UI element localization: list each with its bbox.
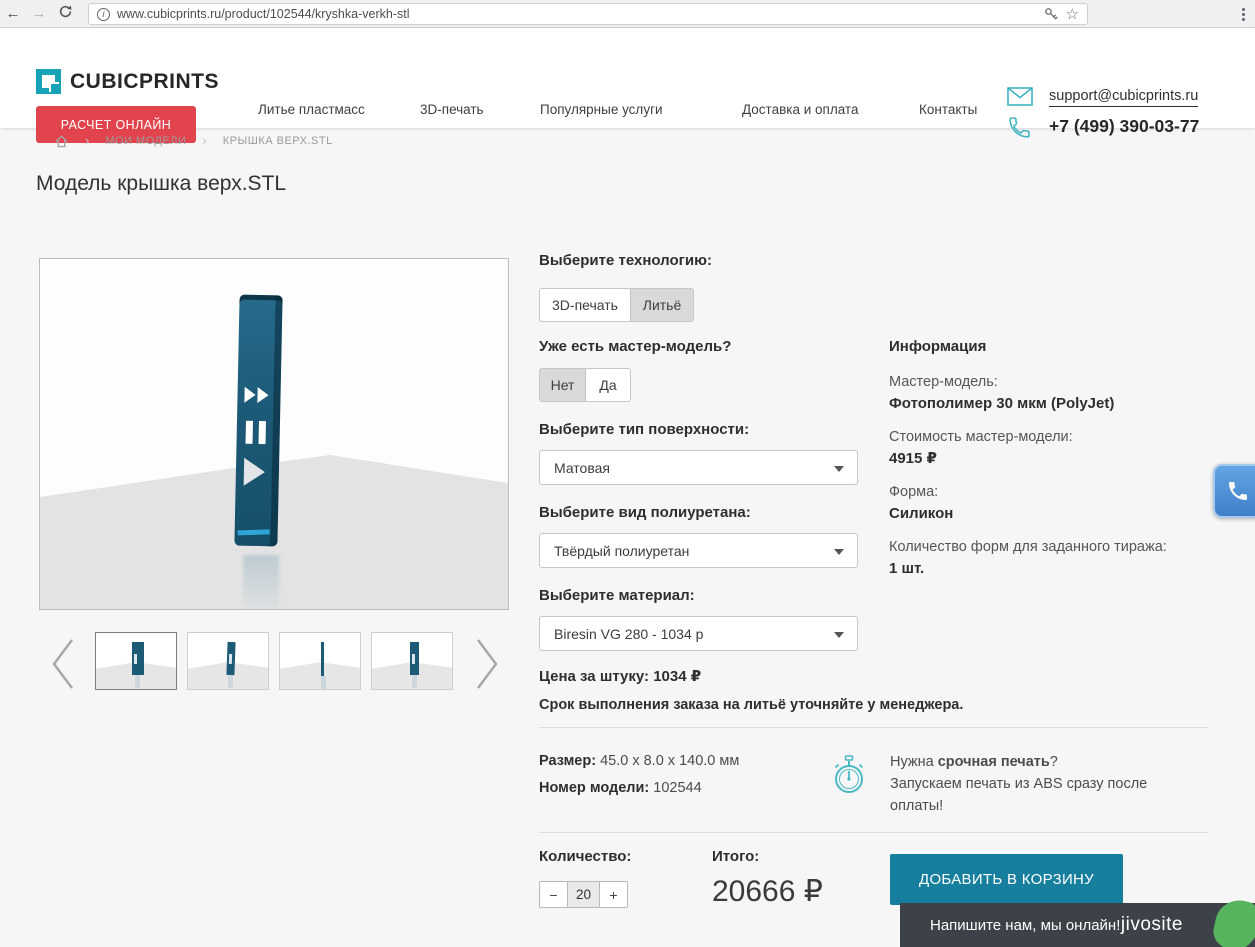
thumbnails-prev-icon[interactable] <box>48 636 76 692</box>
master-model-label: Уже есть мастер-модель? <box>539 338 732 355</box>
breadcrumb-my-models[interactable]: МОИ МОДЕЛИ <box>105 134 187 147</box>
thumbnail-view-3[interactable] <box>279 632 361 690</box>
browser-toolbar: ← → i ☆ <box>0 0 1255 28</box>
chat-message: Напишите нам, мы онлайн! <box>930 916 1121 934</box>
info-row-master-model: Мастер-модель: Фотополимер 30 мкм (PolyJ… <box>889 374 1115 412</box>
technology-option-3d-print[interactable]: 3D-печать <box>539 288 631 322</box>
nav-item-contacts[interactable]: Контакты <box>919 102 978 117</box>
info-title: Информация <box>889 338 987 355</box>
nav-item-3d-print[interactable]: 3D-печать <box>420 102 484 117</box>
model-number-label: Номер модели: <box>539 780 650 796</box>
model-viewer-canvas[interactable] <box>39 258 509 610</box>
size-value: 45.0 x 8.0 x 140.0 мм <box>600 753 740 769</box>
unit-price-line: Цена за штуку: 1034 ₽ <box>539 668 702 685</box>
model-reflection <box>243 555 279 609</box>
polyurethane-label: Выберите вид полиуретана: <box>539 504 751 521</box>
address-bar[interactable]: i ☆ <box>88 3 1088 25</box>
chevron-down-icon <box>834 466 844 472</box>
phone-handset-icon <box>1229 482 1247 500</box>
chat-widget-bar[interactable]: Напишите нам, мы онлайн! jivosite <box>900 895 1255 947</box>
chevron-down-icon <box>834 549 844 555</box>
logo-text: CUBICPRINTS <box>70 69 220 93</box>
jivosite-logo: jivosite <box>1120 914 1183 935</box>
nav-item-casting[interactable]: Литье пластмасс <box>258 102 365 117</box>
thumbnail-view-2[interactable] <box>187 632 269 690</box>
logo-cube-icon <box>36 69 61 94</box>
model-3d-render <box>234 294 283 547</box>
polyurethane-value: Твёрдый полиуретан <box>554 542 690 559</box>
material-select[interactable]: Biresin VG 280 - 1034 р <box>539 616 858 651</box>
site-header: CUBICPRINTS РАСЧЕТ ОНЛАЙН Литье пластмас… <box>0 28 1255 143</box>
size-label: Размер: <box>539 753 597 769</box>
unit-price-value: 1034 ₽ <box>653 668 702 685</box>
breadcrumb-separator: › <box>85 133 90 148</box>
quantity-input[interactable] <box>568 881 599 908</box>
surface-type-select[interactable]: Матовая <box>539 450 858 485</box>
master-model-option-yes[interactable]: Да <box>586 368 631 402</box>
breadcrumb-separator: › <box>202 133 207 148</box>
fast-forward-cutout-icon <box>244 386 269 404</box>
size-line: Размер: 45.0 x 8.0 x 140.0 мм <box>539 753 739 769</box>
master-model-toggle: Нет Да <box>539 368 631 402</box>
pause-cutout-icon <box>245 420 266 445</box>
surface-type-label: Выберите тип поверхности: <box>539 421 750 438</box>
phone-number-link[interactable]: +7 (499) 390-03-77 <box>1049 116 1200 136</box>
info-row-mold: Форма: Силикон <box>889 484 954 522</box>
site-logo[interactable]: CUBICPRINTS <box>36 69 219 94</box>
info-row-master-cost: Стоимость мастер-модели: 4915 ₽ <box>889 429 1073 467</box>
phone-icon <box>1009 117 1030 138</box>
nav-item-delivery-payment[interactable]: Доставка и оплата <box>742 102 859 117</box>
urgent-print-note: Нужна срочная печать? Запускаем печать и… <box>890 754 1148 814</box>
support-email-link[interactable]: support@cubicprints.ru <box>1049 88 1199 107</box>
polyurethane-select[interactable]: Твёрдый полиуретан <box>539 533 858 568</box>
thumbnail-view-1[interactable] <box>95 632 177 690</box>
technology-label: Выберите технологию: <box>539 252 712 269</box>
technology-option-casting[interactable]: Литьё <box>631 288 694 322</box>
browser-refresh-icon[interactable] <box>52 4 78 23</box>
browser-menu-icon[interactable] <box>1235 5 1251 23</box>
browser-forward-icon[interactable]: → <box>31 5 47 22</box>
quantity-label: Количество: <box>539 848 632 865</box>
url-input[interactable] <box>117 7 1044 21</box>
password-key-icon[interactable] <box>1044 7 1058 21</box>
breadcrumb: › МОИ МОДЕЛИ › КРЫШКА ВЕРХ.STL <box>54 133 333 148</box>
stopwatch-icon <box>834 755 864 793</box>
technology-toggle: 3D-печать Литьё <box>539 288 694 322</box>
callback-phone-widget[interactable] <box>1213 464 1255 518</box>
material-label: Выберите материал: <box>539 587 695 604</box>
quantity-plus-button[interactable]: + <box>599 881 628 908</box>
master-model-option-no[interactable]: Нет <box>539 368 586 402</box>
page-info-icon[interactable]: i <box>97 7 110 21</box>
surface-type-value: Матовая <box>554 459 610 476</box>
email-icon <box>1007 87 1033 106</box>
play-cutout-icon <box>243 457 266 487</box>
model-bottom-stripe <box>237 529 270 536</box>
total-value: 20666 ₽ <box>712 875 823 908</box>
browser-back-icon[interactable]: ← <box>5 5 21 22</box>
material-value: Biresin VG 280 - 1034 р <box>554 625 704 642</box>
bookmark-star-icon[interactable]: ☆ <box>1065 5 1079 23</box>
page-title: Модель крышка верх.STL <box>36 172 287 195</box>
refresh-icon <box>59 5 71 18</box>
thumbnail-view-4[interactable] <box>371 632 453 690</box>
quantity-minus-button[interactable]: − <box>539 881 568 908</box>
quantity-stepper: − + <box>539 881 628 908</box>
thumbnails-next-icon[interactable] <box>474 636 502 692</box>
nav-item-popular-services[interactable]: Популярные услуги <box>540 102 663 117</box>
divider <box>539 832 1208 833</box>
add-to-cart-button[interactable]: ДОБАВИТЬ В КОРЗИНУ <box>890 854 1123 905</box>
lead-time-note: Срок выполнения заказа на литьё уточняйт… <box>539 697 964 713</box>
home-icon[interactable] <box>54 134 69 148</box>
total-label: Итого: <box>712 848 760 865</box>
divider <box>539 727 1208 728</box>
model-number-value: 102544 <box>653 780 702 796</box>
chevron-down-icon <box>834 632 844 638</box>
jivosite-leaf-icon <box>1210 895 1255 947</box>
model-number-line: Номер модели: 102544 <box>539 780 702 796</box>
breadcrumb-current-model: КРЫШКА ВЕРХ.STL <box>222 134 333 147</box>
info-row-mold-count: Количество форм для заданного тиража: 1 … <box>889 539 1167 577</box>
info-panel: Информация Мастер-модель: Фотополимер 30… <box>889 338 1219 591</box>
